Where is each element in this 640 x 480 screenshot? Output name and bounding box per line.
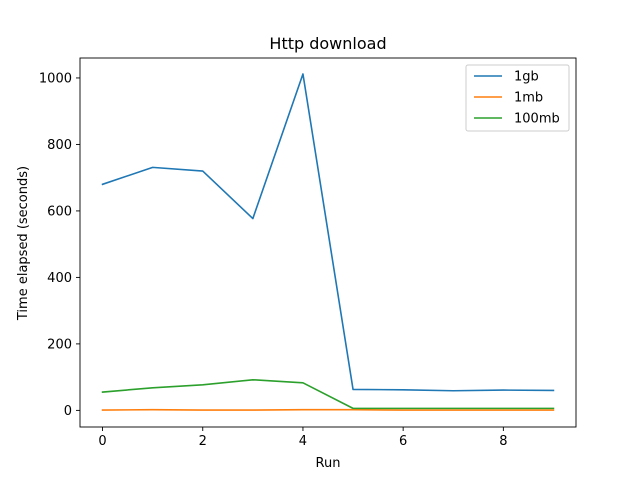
series-line-1gb [101, 73, 555, 392]
y-tick-label: 200 [47, 337, 72, 352]
x-tick-label: 6 [399, 434, 407, 449]
y-tick-label: 800 [47, 138, 72, 153]
y-tick-label: 400 [47, 271, 72, 286]
x-tick-label: 2 [199, 434, 207, 449]
x-axis-label: Run [316, 456, 341, 471]
legend: 1gb 1mb 100mb [465, 64, 570, 132]
x-tick-label: 8 [499, 434, 507, 449]
y-tick-label: 600 [47, 204, 72, 219]
plot-frame [79, 57, 577, 428]
y-axis-label: Time elapsed (seconds) [16, 166, 31, 321]
legend-label-1gb: 1gb [514, 70, 539, 85]
x-tick-label: 0 [98, 434, 106, 449]
chart-title: Http download [269, 34, 386, 53]
axes: 0 2 4 6 8 0 200 400 600 800 1000 [39, 57, 577, 449]
x-tick-label: 4 [299, 434, 307, 449]
plot-lines [101, 73, 555, 411]
y-tick-label: 1000 [39, 71, 72, 86]
series-line-100mb [101, 378, 555, 410]
legend-label-100mb: 100mb [514, 112, 560, 127]
legend-label-1mb: 1mb [514, 91, 543, 106]
legend-box [465, 64, 570, 132]
y-tick-label: 0 [64, 404, 72, 419]
